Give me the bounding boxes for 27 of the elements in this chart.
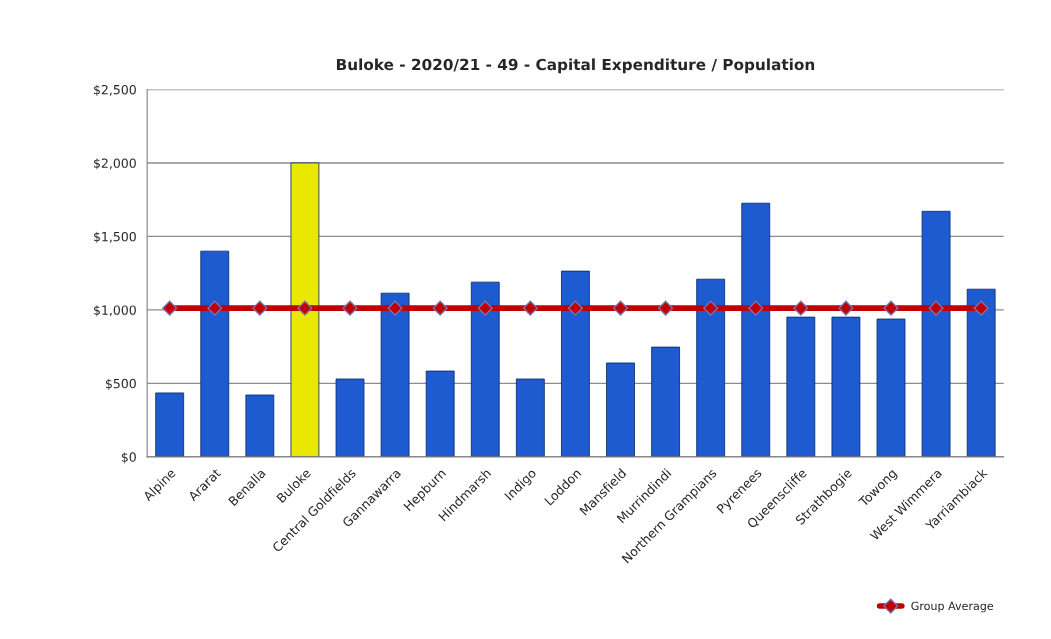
bar — [245, 394, 275, 457]
bar — [786, 316, 816, 457]
bar — [425, 370, 455, 457]
y-tick-label: $2,000 — [94, 158, 136, 170]
y-tick-label: $2,500 — [94, 84, 136, 97]
y-tick-label: $500 — [105, 378, 136, 390]
bar — [335, 378, 365, 457]
bar — [470, 281, 500, 457]
y-tick-label: $1,000 — [94, 305, 136, 317]
bar — [876, 318, 906, 457]
bar — [651, 346, 680, 457]
bar — [155, 392, 185, 457]
bar — [606, 362, 635, 457]
bar — [515, 378, 545, 457]
bar — [966, 288, 996, 457]
bar — [200, 250, 230, 457]
chart-title: Buloke - 2020/21 - 49 - Capital Expenditure / Population — [336, 58, 815, 74]
legend-label: Group Average — [911, 601, 994, 613]
bar — [831, 316, 861, 457]
bar — [380, 292, 410, 457]
bar — [561, 270, 590, 457]
y-tick-label: $1,500 — [94, 231, 136, 244]
bar — [290, 162, 320, 457]
bar — [741, 202, 771, 457]
bar — [696, 278, 726, 457]
bar — [921, 210, 951, 457]
y-tick-label: $0 — [121, 452, 136, 464]
